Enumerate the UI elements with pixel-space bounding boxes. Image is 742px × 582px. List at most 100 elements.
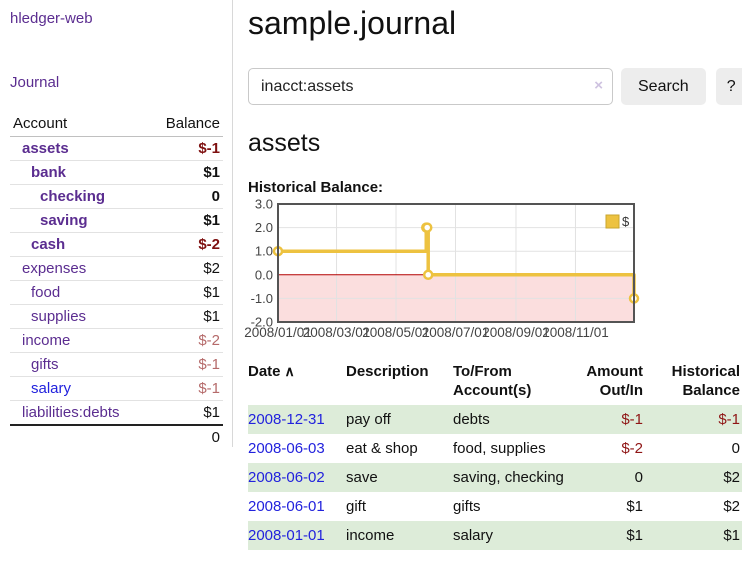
register-table: Date ∧ Description To/From Account(s) Amo…	[248, 360, 742, 550]
help-button[interactable]: ?	[715, 68, 742, 105]
data-point-marker	[422, 269, 434, 281]
account-row: assets $-1	[10, 137, 223, 161]
account-balance: $-2	[147, 232, 223, 257]
transaction-balance: $2	[723, 498, 740, 515]
y-axis-tick-label: 2.0	[255, 220, 273, 235]
search-input[interactable]	[248, 68, 613, 105]
register-row: 2008-12-31 pay off debts $-1 $-1	[248, 405, 742, 434]
account-balance: $1	[147, 304, 223, 329]
x-axis-tick-label: 2008/01/01	[244, 325, 312, 340]
y-axis-tick-label: 3.0	[255, 197, 273, 212]
transaction-description: eat & shop	[346, 440, 418, 457]
accounts-total-row: 0	[10, 424, 223, 449]
account-link[interactable]: checking	[40, 188, 106, 205]
account-link[interactable]: supplies	[31, 308, 87, 325]
transaction-balance: $1	[723, 527, 740, 544]
account-row: checking 0	[10, 184, 223, 209]
chart-label: Historical Balance:	[248, 179, 384, 196]
account-balance: $2	[147, 256, 223, 281]
account-row: cash $-2	[10, 232, 223, 257]
historical-balance-chart: $ -2.0 -1.0 0.0 1.0 2.0 3.0 2008/01/012008/03/0…	[244, 197, 640, 340]
sidebar-divider	[232, 0, 233, 447]
transaction-description: income	[346, 527, 395, 544]
account-balance: $1	[147, 160, 223, 185]
account-link[interactable]: food	[31, 284, 61, 301]
search-button[interactable]: Search	[621, 68, 706, 105]
transaction-date-link[interactable]: 2008-06-01	[248, 498, 325, 515]
transaction-description: pay off	[346, 411, 391, 428]
transaction-accounts: debts	[453, 411, 490, 428]
accounts-header-account: Account	[10, 112, 148, 137]
x-axis-tick-label: 2008/09/01	[482, 325, 550, 340]
transaction-date-link[interactable]: 2008-01-01	[248, 527, 325, 544]
transaction-description: gift	[346, 498, 367, 515]
y-axis-tick-label: -1.0	[251, 291, 273, 306]
transaction-amount: $-1	[621, 411, 643, 428]
transaction-date-link[interactable]: 2008-06-03	[248, 440, 325, 457]
transaction-accounts: salary	[453, 527, 494, 544]
transaction-amount: 0	[634, 469, 643, 486]
account-heading: assets	[248, 129, 321, 157]
transaction-date-link[interactable]: 2008-12-31	[248, 411, 325, 428]
register-header-accounts: To/From Account(s)	[453, 363, 532, 399]
search-box: ×	[248, 68, 613, 105]
transaction-balance: 0	[731, 440, 740, 457]
accounts-table: Account Balance assets $-1 bank $1 checking 0…	[10, 112, 223, 449]
account-balance: $-1	[147, 352, 223, 377]
register-row: 2008-06-03 eat & shop food, supplies $-2 0	[248, 434, 742, 463]
account-balance: $-2	[147, 328, 223, 353]
accounts-total-value: 0	[147, 424, 223, 449]
chart-border	[277, 203, 635, 323]
search-row: × Search ?	[248, 68, 742, 105]
sidebar: hledger-web Journal Account Balance asse…	[0, 0, 233, 582]
account-link[interactable]: liabilities:debts	[22, 404, 120, 421]
account-link[interactable]: salary	[31, 380, 72, 397]
register-header-date[interactable]: Date ∧	[248, 363, 295, 380]
x-axis-tick-label: 2008/05/01	[362, 325, 430, 340]
account-link[interactable]: assets	[22, 140, 69, 157]
register-row: 2008-06-01 gift gifts $1 $2	[248, 492, 742, 521]
register-header-amount: Amount Out/In	[586, 363, 643, 399]
account-link[interactable]: cash	[31, 236, 66, 253]
account-row: food $1	[10, 280, 223, 305]
transaction-accounts: gifts	[453, 498, 481, 515]
account-row: salary $-1	[10, 376, 223, 401]
accounts-header-balance: Balance	[147, 112, 223, 137]
sidebar-item-journal[interactable]: Journal	[10, 74, 60, 91]
transaction-accounts: food, supplies	[453, 440, 546, 457]
account-link[interactable]: income	[22, 332, 71, 349]
account-balance: $-1	[198, 140, 220, 157]
account-balance: 0	[147, 184, 223, 209]
account-row: saving $1	[10, 208, 223, 233]
account-row: bank $1	[10, 160, 223, 185]
legend-swatch	[605, 214, 620, 229]
main-content: sample.journal × Search ? assets Histori…	[233, 0, 742, 582]
account-link[interactable]: gifts	[31, 356, 59, 373]
account-balance: $-1	[147, 376, 223, 401]
account-link[interactable]: saving	[40, 212, 88, 229]
data-point-marker	[421, 222, 433, 233]
y-axis-tick-label: 0.0	[255, 267, 273, 282]
transaction-balance: $-1	[718, 411, 740, 428]
brand-link[interactable]: hledger-web	[10, 10, 93, 27]
register-row: 2008-01-01 income salary $1 $1	[248, 521, 742, 550]
account-link[interactable]: expenses	[22, 260, 87, 277]
transaction-date-link[interactable]: 2008-06-02	[248, 469, 325, 486]
transaction-balance: $2	[723, 469, 740, 486]
register-header-description: Description	[346, 363, 429, 380]
transaction-amount: $1	[626, 527, 643, 544]
register-row: 2008-06-02 save saving, checking 0 $2	[248, 463, 742, 492]
y-axis-tick-label: 1.0	[255, 244, 273, 259]
account-balance: $1	[147, 280, 223, 305]
transaction-amount: $1	[626, 498, 643, 515]
x-axis-tick-label: 2008/03/01	[303, 325, 371, 340]
clear-search-icon[interactable]: ×	[594, 77, 603, 94]
account-balance: $1	[147, 208, 223, 233]
transaction-amount: $-2	[621, 440, 643, 457]
register-header-balance: Historical Balance	[671, 363, 740, 399]
account-link[interactable]: bank	[31, 164, 67, 181]
account-row: expenses $2	[10, 256, 223, 281]
transaction-description: save	[346, 469, 378, 486]
sort-ascending-icon: ∧	[284, 363, 295, 379]
